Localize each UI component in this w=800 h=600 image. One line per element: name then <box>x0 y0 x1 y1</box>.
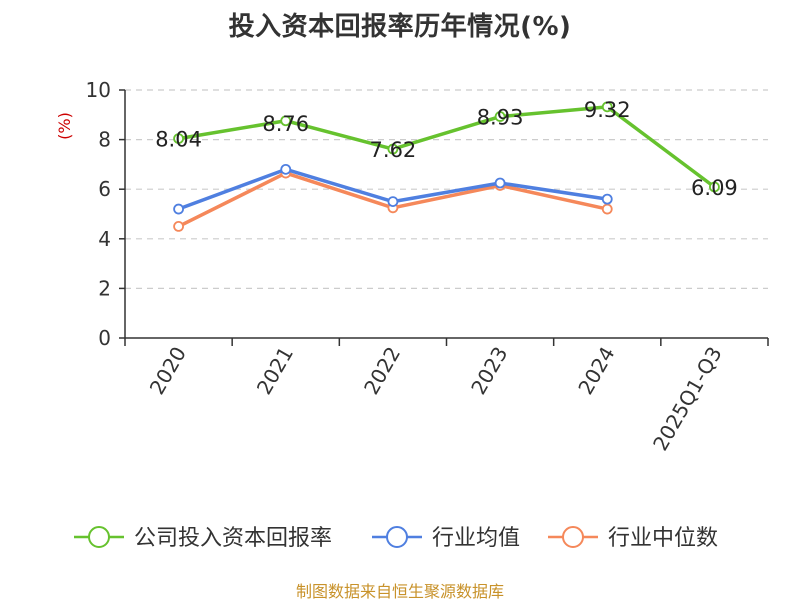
data-point <box>173 220 184 232</box>
data-point <box>601 203 613 215</box>
x-tick-label: 2021 <box>252 343 298 399</box>
y-tick-label: 8 <box>98 128 111 152</box>
x-tick-label: 2022 <box>359 343 405 399</box>
data-point <box>601 193 613 205</box>
data-point <box>173 133 184 145</box>
chart-title: 投入资本回报率历年情况(%) <box>228 12 572 42</box>
legend-swatch-marker <box>88 526 110 548</box>
data-point <box>280 115 292 127</box>
legend-label: 行业均值 <box>432 526 520 551</box>
data-point <box>387 143 399 155</box>
y-tick-label: 10 <box>86 78 111 102</box>
data-point <box>601 101 613 113</box>
data-label: 7.62 <box>370 138 417 162</box>
data-label: 8.93 <box>477 106 524 130</box>
x-tick-label: 2020 <box>145 343 191 399</box>
data-label: 6.09 <box>691 176 738 200</box>
legend-label: 行业中位数 <box>608 526 718 551</box>
legend-label: 公司投入资本回报率 <box>134 526 332 551</box>
series-line <box>176 105 717 189</box>
data-point <box>494 177 506 189</box>
y-tick-label: 4 <box>98 227 111 251</box>
x-tick-label: 2023 <box>466 343 512 399</box>
y-tick-label: 6 <box>98 177 111 201</box>
y-tick-label: 0 <box>98 326 111 350</box>
data-point <box>709 181 720 193</box>
x-tick-label: 2024 <box>573 343 619 399</box>
data-label: 8.04 <box>155 128 202 152</box>
legend-swatch-marker <box>562 526 584 548</box>
x-tick-label: 2025Q1-Q3 <box>648 343 727 455</box>
data-point <box>280 163 292 175</box>
y-tick-label: 2 <box>98 276 111 300</box>
source-note: 制图数据来自恒生聚源数据库 <box>295 582 504 600</box>
data-label: 9.32 <box>584 98 631 122</box>
y-axis-label: (%) <box>55 112 74 140</box>
data-point <box>387 196 399 208</box>
data-point <box>494 111 506 122</box>
legend-swatch-marker <box>386 526 408 548</box>
data-point <box>173 203 184 215</box>
data-label: 8.76 <box>262 112 309 136</box>
